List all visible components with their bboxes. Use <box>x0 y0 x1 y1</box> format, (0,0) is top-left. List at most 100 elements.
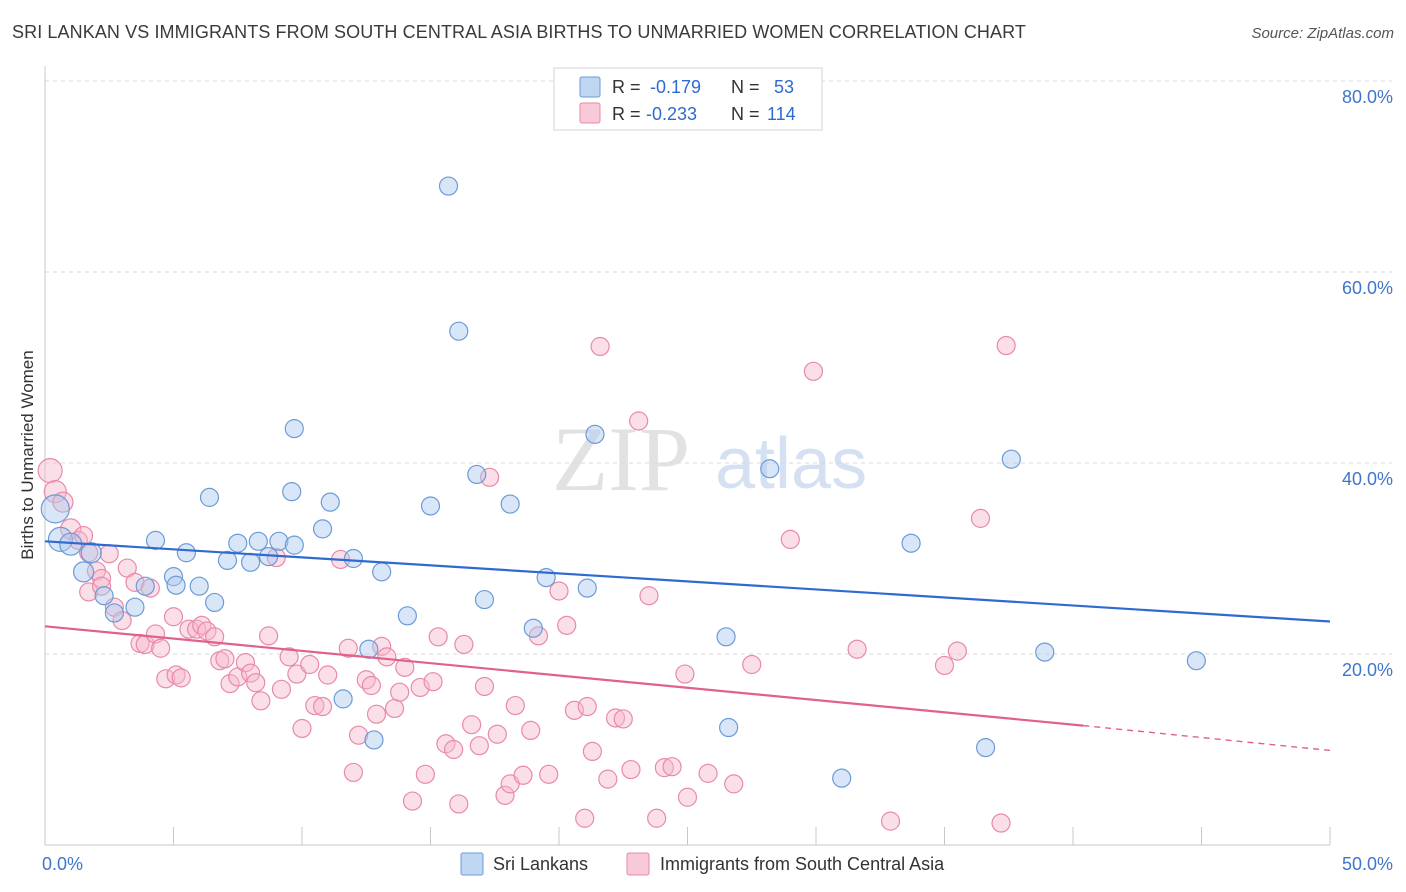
legend-swatch-sri-lankans <box>460 852 484 876</box>
point-sri-lankans <box>438 176 459 196</box>
point-sri-lankans <box>248 531 268 551</box>
point-immigrants <box>629 411 649 431</box>
trendline-immigrants <box>44 625 1084 727</box>
point-immigrants <box>384 698 405 719</box>
point-sri-lankans <box>420 496 441 516</box>
point-sri-lankans <box>585 424 605 444</box>
grid-lines <box>45 80 1392 655</box>
point-sri-lankans <box>176 543 196 563</box>
point-sri-lankans <box>284 419 304 439</box>
point-sri-lankans <box>269 531 289 551</box>
point-sri-lankans <box>832 768 852 788</box>
point-sri-lankans <box>199 487 220 507</box>
point-sri-lankans <box>284 535 304 555</box>
point-immigrants <box>505 695 525 716</box>
point-immigrants <box>197 621 217 641</box>
point-immigrants <box>166 665 186 685</box>
point-immigrants <box>292 718 312 739</box>
point-immigrants <box>590 336 610 357</box>
point-sri-lankans <box>1001 449 1021 469</box>
legend-series: Sri Lankans Immigrants from South Centra… <box>460 852 945 876</box>
y-tick-label: 40.0% <box>1342 469 1393 489</box>
legend-n-label-pink: N = <box>731 104 760 124</box>
point-immigrants <box>112 610 132 631</box>
legend-n-value-blue: 53 <box>774 77 794 97</box>
point-immigrants <box>698 763 718 783</box>
point-sri-lankans <box>901 533 921 553</box>
point-sri-lankans <box>135 576 155 596</box>
point-immigrants <box>662 757 682 777</box>
point-immigrants <box>343 762 363 783</box>
point-sri-lankans <box>166 575 186 595</box>
point-immigrants <box>996 335 1016 356</box>
point-immigrants <box>220 674 240 694</box>
point-sri-lankans <box>228 533 248 553</box>
point-immigrants <box>318 665 338 685</box>
point-immigrants <box>947 641 967 661</box>
point-sri-lankans <box>500 494 520 514</box>
point-immigrants <box>251 691 271 711</box>
point-immigrants <box>934 655 955 676</box>
point-immigrants <box>613 709 633 729</box>
point-immigrants <box>271 679 292 699</box>
point-immigrants <box>151 638 171 658</box>
point-sri-lankans <box>145 530 166 550</box>
point-sri-lankans <box>467 464 487 485</box>
point-immigrants <box>474 676 495 697</box>
point-immigrants <box>577 696 597 717</box>
chart-source: Source: ZipAtlas.com <box>1251 25 1394 42</box>
point-sri-lankans <box>94 586 114 606</box>
point-immigrants <box>621 759 641 780</box>
point-sri-lankans <box>320 492 340 512</box>
watermark-atlas: atlas <box>715 424 867 504</box>
point-immigrants <box>444 739 464 760</box>
point-sri-lankans <box>343 548 363 569</box>
point-sri-lankans <box>1035 642 1055 662</box>
point-immigrants <box>780 529 800 550</box>
point-immigrants <box>557 615 577 635</box>
point-immigrants <box>377 647 397 667</box>
point-immigrants <box>356 670 376 690</box>
point-immigrants <box>423 672 443 692</box>
point-immigrants <box>415 764 435 784</box>
point-immigrants <box>513 765 533 785</box>
tick-labels: 20.0% 40.0% 60.0% 80.0% 0.0% 50.0% <box>42 87 1393 874</box>
point-immigrants <box>582 741 603 762</box>
point-immigrants <box>647 808 667 828</box>
point-immigrants <box>564 700 585 720</box>
point-immigrants <box>639 586 659 606</box>
watermark-zip: ZIP <box>552 408 690 510</box>
point-immigrants <box>449 794 469 814</box>
point-sri-lankans <box>716 627 736 647</box>
point-immigrants <box>300 654 320 675</box>
legend-swatch-immigrants <box>626 852 650 876</box>
point-sri-lankans <box>474 589 495 610</box>
point-immigrants <box>803 361 824 381</box>
point-immigrants <box>549 581 569 601</box>
y-tick-label: 80.0% <box>1342 87 1393 107</box>
point-immigrants <box>390 682 410 702</box>
point-sri-lankans <box>397 606 417 626</box>
point-sri-lankans <box>125 597 145 617</box>
x-tick-label: 50.0% <box>1342 854 1393 874</box>
point-immigrants <box>266 547 286 568</box>
legend-n-label-blue: N = <box>731 77 760 97</box>
point-immigrants <box>991 813 1011 833</box>
point-immigrants <box>675 664 695 684</box>
trendline-immigrants-extrapolated <box>1083 724 1331 752</box>
point-immigrants <box>605 708 626 728</box>
point-sri-lankans <box>217 550 238 571</box>
point-immigrants <box>462 715 482 735</box>
point-immigrants <box>163 607 184 627</box>
point-immigrants <box>742 654 762 675</box>
legend-label-sri-lankans: Sri Lankans <box>493 854 588 874</box>
point-immigrants <box>348 725 369 745</box>
point-immigrants <box>539 764 559 784</box>
point-sri-lankans <box>577 578 597 598</box>
point-immigrants <box>598 769 618 789</box>
point-immigrants <box>575 808 595 828</box>
point-immigrants <box>279 647 299 667</box>
point-immigrants <box>395 657 415 677</box>
series-sri-lankans <box>40 176 1206 788</box>
point-sri-lankans <box>449 321 469 341</box>
